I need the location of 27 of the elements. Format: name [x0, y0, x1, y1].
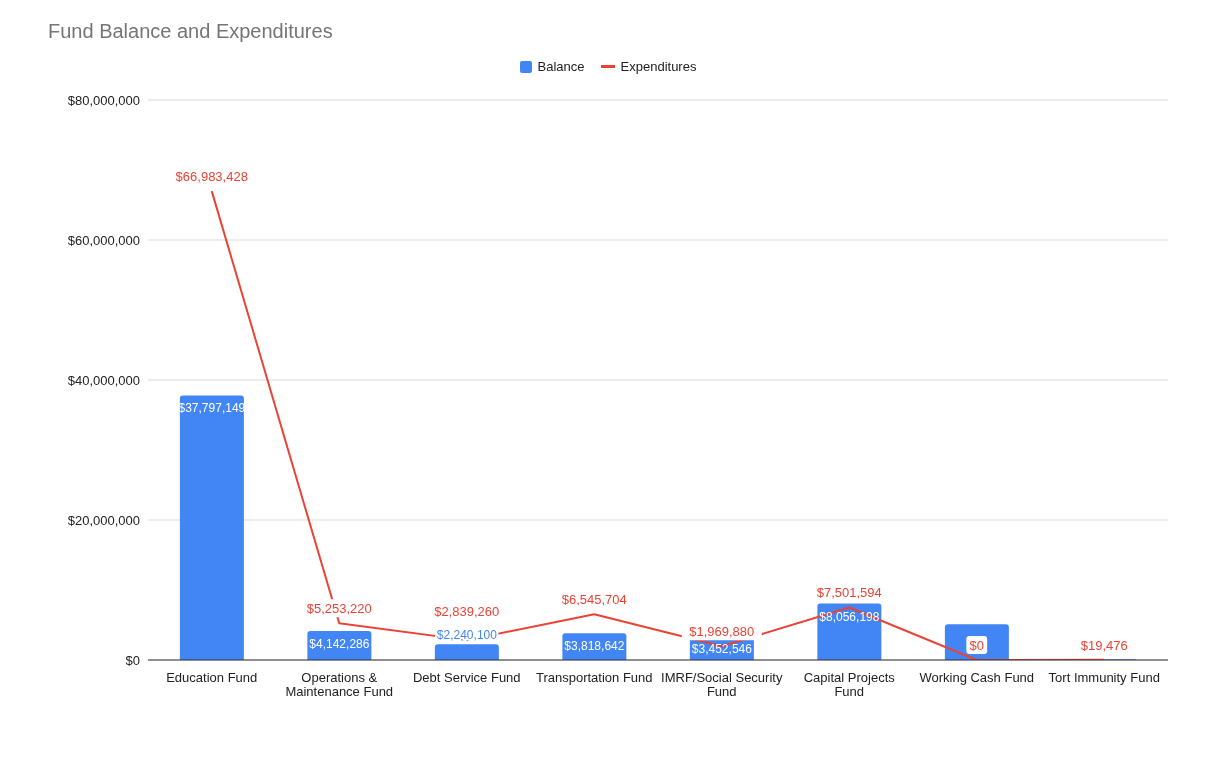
- data-label: $4,142,286: [309, 637, 370, 651]
- data-label: $3,452,546: [691, 641, 753, 656]
- data-label: $2,839,260: [434, 604, 500, 620]
- data-label: $3,818,642: [564, 639, 625, 654]
- y-tick-label: $20,000,000: [67, 512, 140, 528]
- y-tick-label: $60,000,000: [67, 232, 140, 248]
- data-label: $19,476: [1080, 637, 1128, 653]
- x-tick-label: Debt Service Fund: [412, 670, 521, 685]
- legend-label: Expenditures: [620, 59, 697, 74]
- data-label: $0: [969, 638, 984, 653]
- y-tick-label: $40,000,000: [67, 372, 140, 388]
- x-tick-label: Tort Immunity Fund: [1048, 670, 1160, 685]
- y-tick-label: $80,000,000: [67, 92, 140, 108]
- x-tick-label: Working Cash Fund: [919, 670, 1035, 685]
- chart-title: Fund Balance and Expenditures: [47, 19, 334, 44]
- data-label: $66,983,428: [175, 169, 248, 185]
- legend-label: Balance: [537, 59, 585, 74]
- x-tick-label: Capital Projects Fund: [803, 670, 896, 699]
- data-label: $1,969,880: [689, 624, 755, 640]
- data-label: $6,545,704: [561, 592, 627, 608]
- data-label: $5,253,220: [306, 601, 372, 617]
- x-tick-label: Transportation Fund: [535, 670, 653, 685]
- data-label: $7,501,594: [816, 585, 882, 601]
- x-tick-label: Operations & Maintenance Fund: [285, 670, 394, 699]
- x-tick-label: IMRF/Social Security Fund: [661, 670, 783, 699]
- y-tick-label: $0: [125, 652, 140, 668]
- x-tick-label: Education Fund: [166, 670, 258, 685]
